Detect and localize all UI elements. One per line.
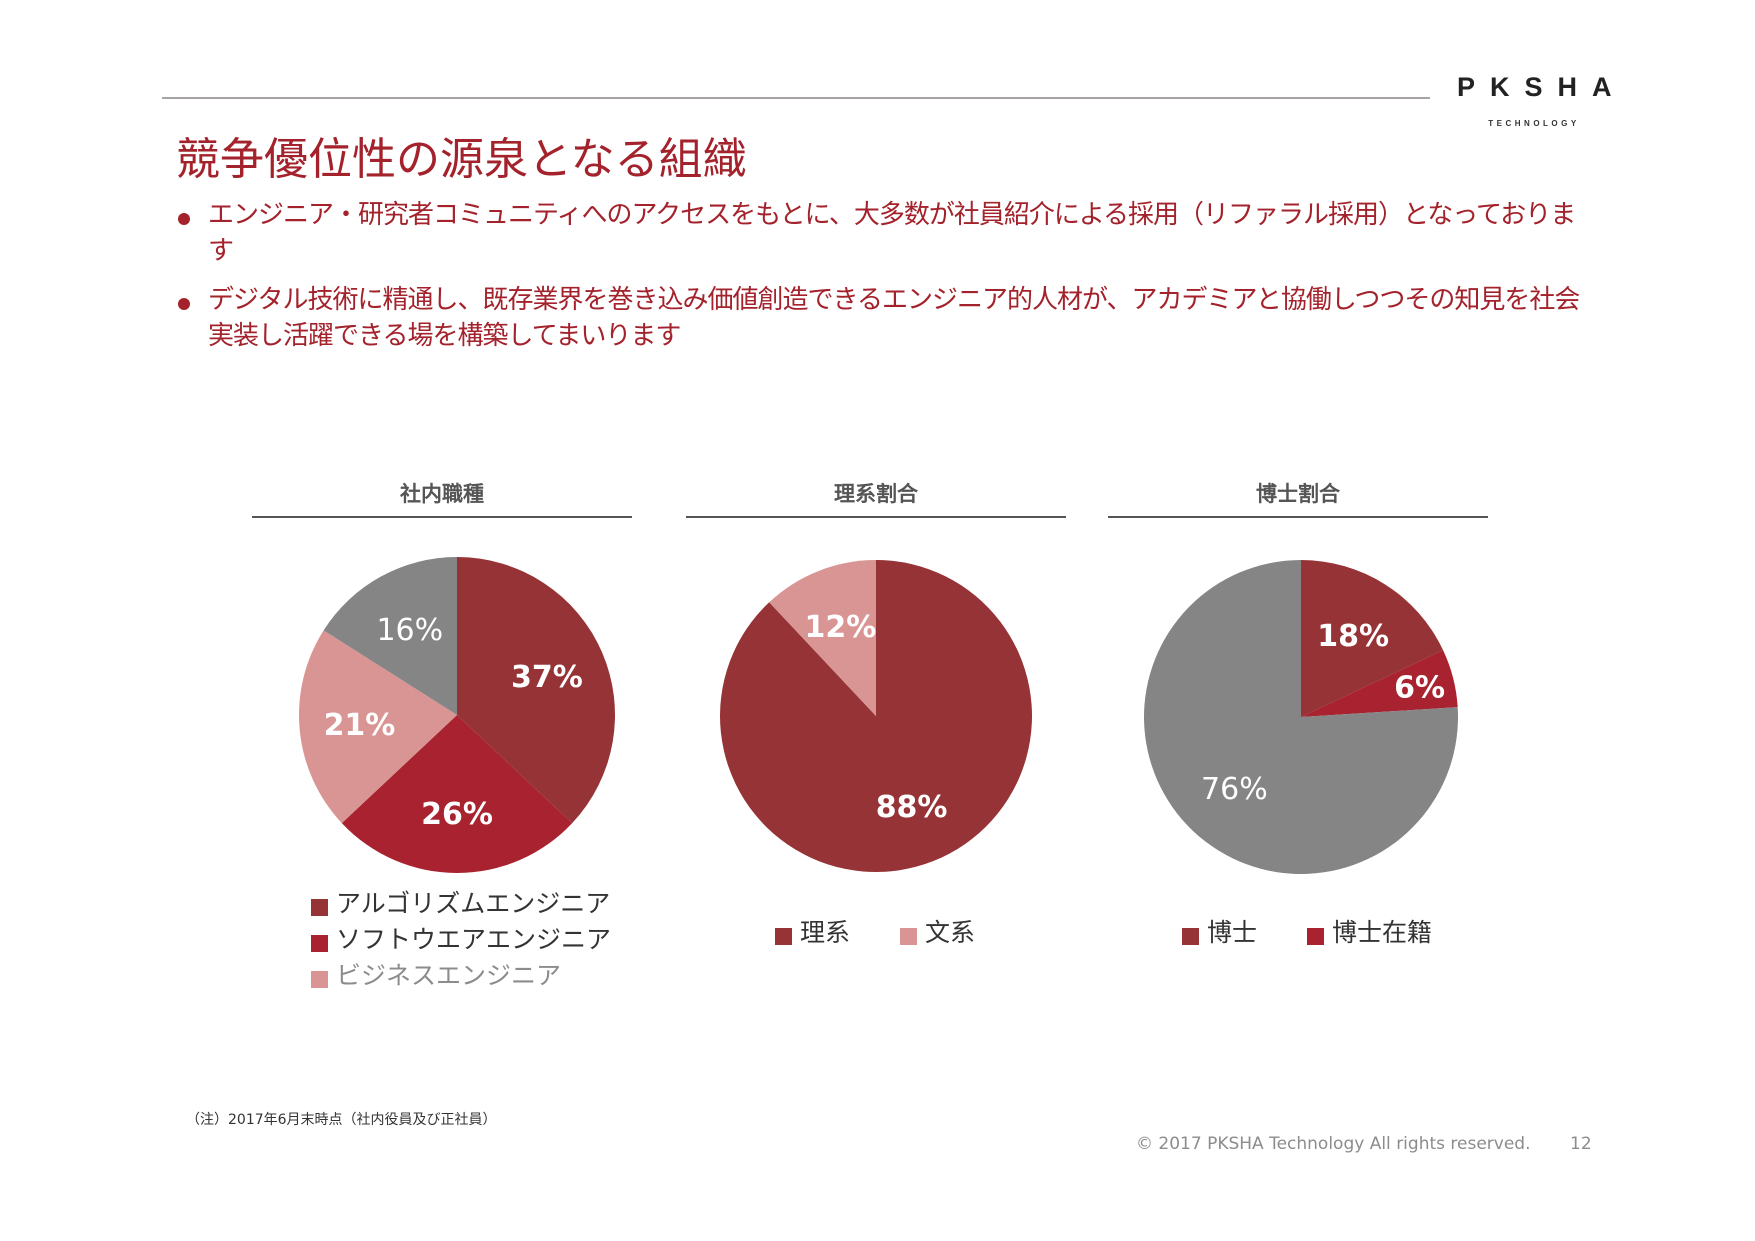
pie-slice-label: 26% xyxy=(421,797,493,832)
copyright: © 2017 PKSHA Technology All rights reser… xyxy=(1136,1134,1531,1154)
pie-slice-label: 76% xyxy=(1201,772,1268,807)
bullet-item: エンジニア・研究者コミュニティへのアクセスをもとに、大多数が社員紹介による採用（… xyxy=(176,197,1596,269)
pie-slice xyxy=(1144,560,1458,874)
page-number: 12 xyxy=(1570,1134,1592,1154)
chart-rule xyxy=(1108,516,1488,518)
pie-slice-label: 6% xyxy=(1394,671,1445,706)
legend-item: 文系 xyxy=(899,915,975,951)
logo-wordmark: PKSHA xyxy=(1457,72,1627,102)
legend-label: 博士 xyxy=(1207,918,1258,947)
legend-item: 博士 xyxy=(1182,915,1257,951)
legend-swatch-icon xyxy=(899,927,917,945)
pie-chart-science-ratio: 88% 12% xyxy=(720,560,1032,872)
legend-swatch-icon xyxy=(1182,927,1199,945)
legend-label: ビジネスエンジニア xyxy=(336,961,562,990)
chart-title-science-ratio: 理系割合 xyxy=(834,482,918,506)
bullet-dot-icon xyxy=(178,213,190,225)
chart-title-job-types: 社内職種 xyxy=(400,482,484,506)
legend-swatch-icon xyxy=(311,898,328,916)
legend-job-types: アルゴリズムエンジニア ソフトウエアエンジニア ビジネスエンジニア xyxy=(311,886,611,994)
legend-swatch-icon xyxy=(1306,927,1324,945)
pie-slice xyxy=(341,715,573,873)
legend-label: ソフトウエアエンジニア xyxy=(336,925,612,954)
pie-slice xyxy=(457,557,615,824)
bullet-dot-icon xyxy=(178,298,190,310)
footnote: （注）2017年6月末時点（社内役員及び正社員） xyxy=(186,1112,497,1128)
pie-slice xyxy=(1301,650,1458,717)
page-title: 競争優位性の源泉となる組織 xyxy=(176,134,747,185)
header-rule xyxy=(162,97,1430,99)
legend-swatch-icon xyxy=(311,970,328,988)
legend-item: 博士在籍 xyxy=(1306,915,1432,951)
pie-slice xyxy=(769,560,876,716)
pie-chart-phd-ratio: 18%6% 76% xyxy=(1144,560,1458,874)
pie-chart-job-types: 37% 26% 21% 16% xyxy=(299,557,615,873)
legend-item: ビジネスエンジニア xyxy=(311,958,611,994)
bullet-text: デジタル技術に精通し、既存業界を巻き込み価値創造できるエンジニア的人材が、アカデ… xyxy=(208,285,1580,351)
bullet-text: エンジニア・研究者コミュニティへのアクセスをもとに、大多数が社員紹介による採用（… xyxy=(208,200,1576,266)
chart-rule xyxy=(686,516,1066,518)
legend-item: アルゴリズムエンジニア xyxy=(311,886,611,922)
legend-label: 文系 xyxy=(924,918,975,947)
pie-slice xyxy=(323,557,457,715)
legend-item: ソフトウエアエンジニア xyxy=(311,922,611,958)
pie-slice-label: 21% xyxy=(324,708,396,743)
legend-item: 理系 xyxy=(775,915,850,951)
bullet-item: デジタル技術に精通し、既存業界を巻き込み価値創造できるエンジニア的人材が、アカデ… xyxy=(176,282,1596,354)
chart-rule xyxy=(252,516,632,518)
legend-label: アルゴリズムエンジニア xyxy=(336,889,611,918)
legend-swatch-icon xyxy=(311,934,328,952)
legend-phd-ratio: 博士 博士在籍 xyxy=(1182,915,1474,955)
legend-science-ratio: 理系 文系 xyxy=(775,915,1017,955)
bullet-list: エンジニア・研究者コミュニティへのアクセスをもとに、大多数が社員紹介による採用（… xyxy=(176,197,1596,367)
legend-swatch-icon xyxy=(775,927,792,945)
pie-slice-label: 88% xyxy=(876,790,948,825)
chart-title-phd-ratio: 博士割合 xyxy=(1256,482,1340,506)
logo-subtitle: TECHNOLOGY xyxy=(1488,119,1580,128)
pie-slice-label: 12% xyxy=(804,610,876,645)
legend-label: 博士在籍 xyxy=(1331,918,1432,947)
legend-label: 理系 xyxy=(800,918,851,947)
pie-slice-label: 18% xyxy=(1317,619,1389,654)
company-logo: PKSHA TECHNOLOGY xyxy=(1445,72,1615,128)
pie-slice xyxy=(1301,560,1444,717)
pie-slice-label: 16% xyxy=(376,613,443,648)
pie-slice-label: 37% xyxy=(511,660,583,695)
pie-slice xyxy=(299,630,457,824)
